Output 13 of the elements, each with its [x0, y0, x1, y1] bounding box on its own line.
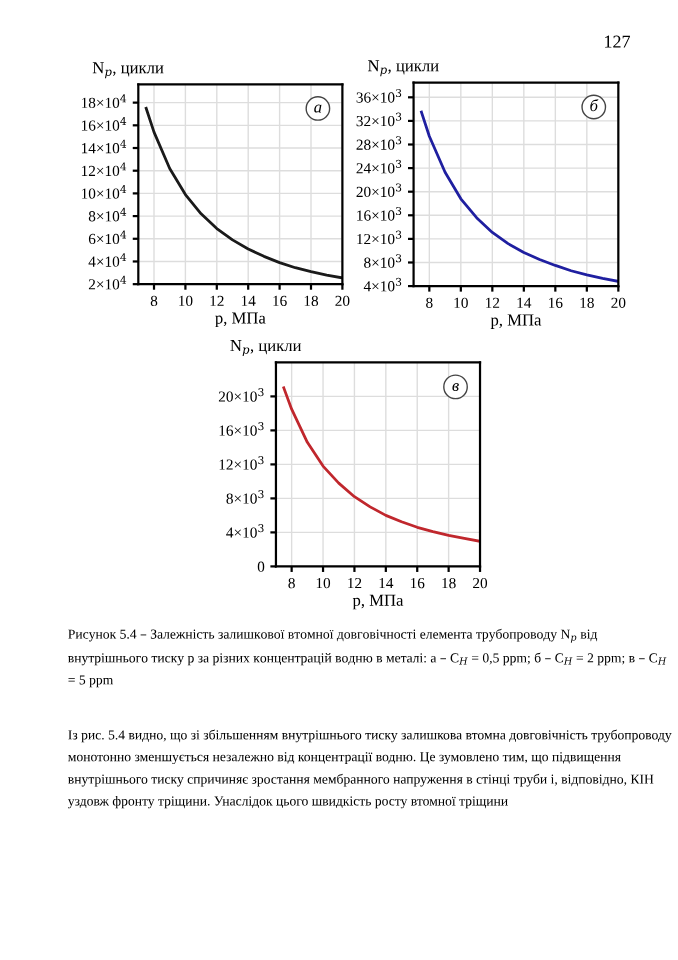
line-series [420, 110, 619, 283]
x-axis-title: p, МПа [215, 312, 266, 328]
x-axis-title: p, МПа [352, 594, 404, 610]
annotation: а [314, 104, 322, 113]
line-series [282, 386, 481, 543]
x-axis-title: p, МПа [490, 314, 542, 329]
y-axis-title: N$_{p}$, цикли [230, 340, 302, 357]
text: 127 [605, 35, 631, 48]
annotation: б [590, 99, 599, 112]
y-axis-title: N$_{p}$, цикли [367, 60, 439, 77]
annotation: в [452, 383, 459, 392]
line-series [144, 106, 343, 280]
y-axis-title: N$_{p}$, цикли [92, 62, 164, 79]
